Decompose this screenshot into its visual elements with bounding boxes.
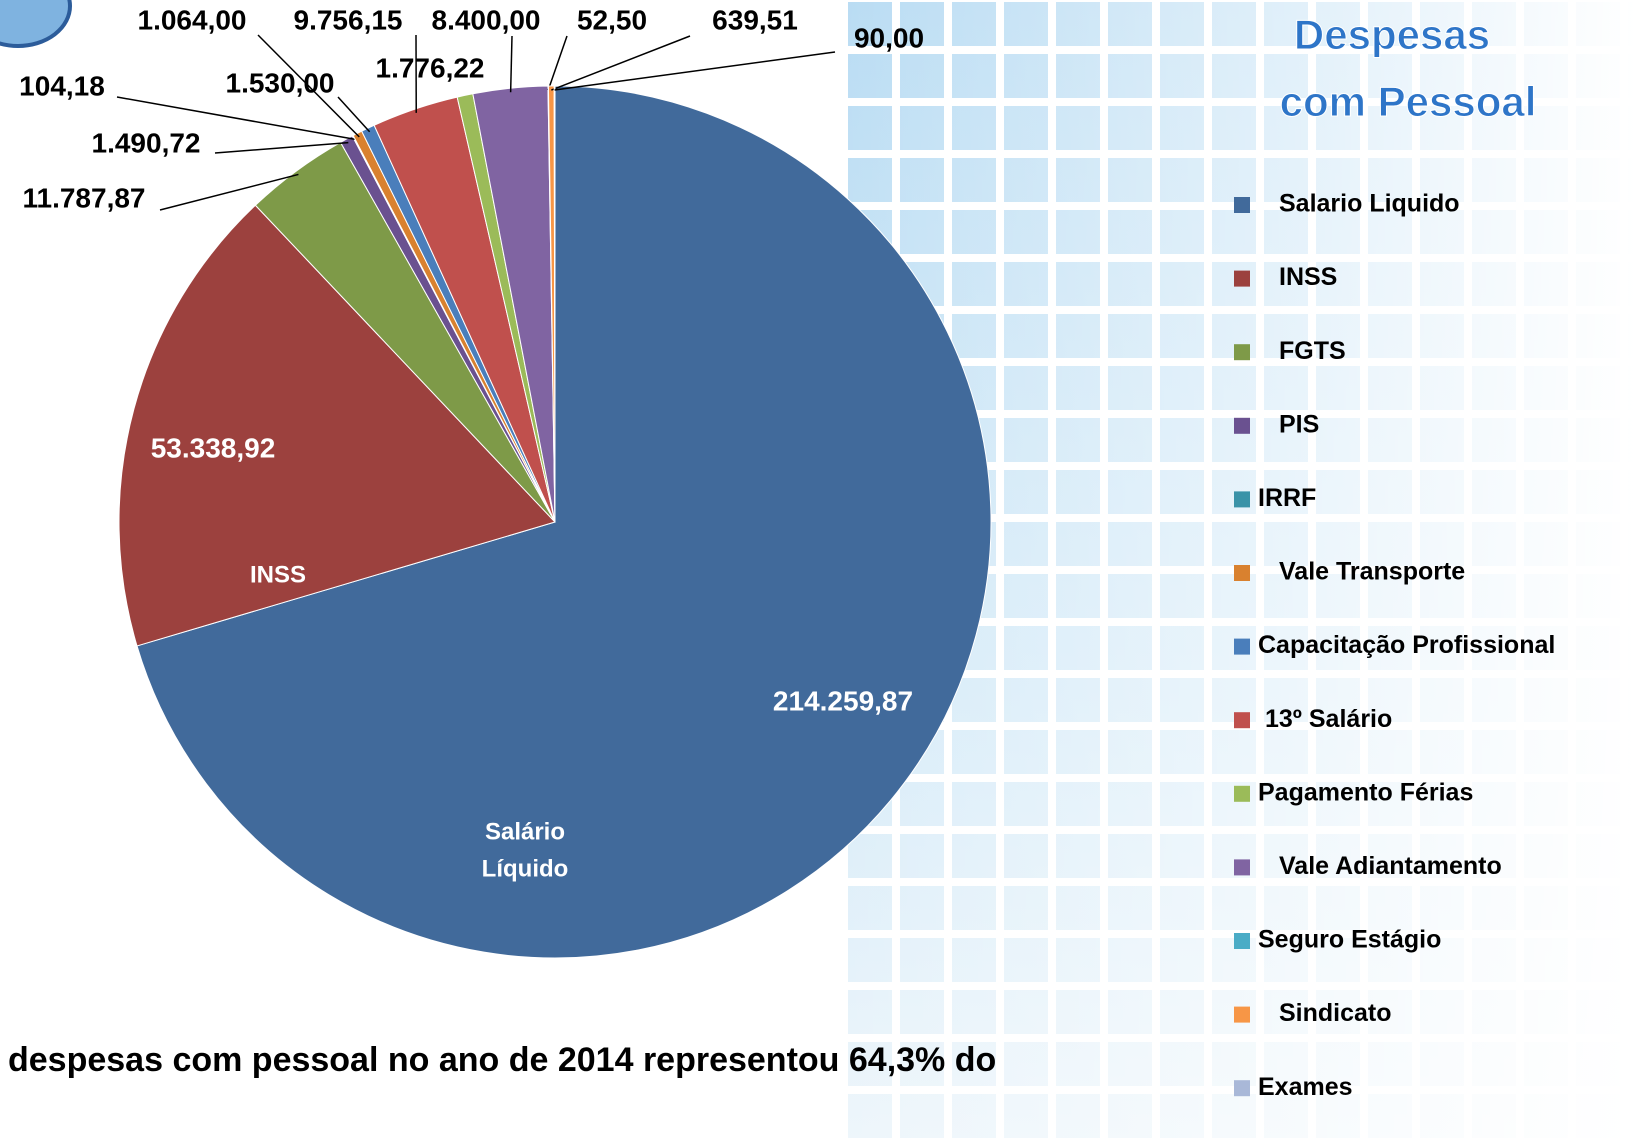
leader-line bbox=[214, 141, 349, 154]
legend-marker bbox=[1234, 417, 1250, 434]
legend-label: FGTS bbox=[1279, 337, 1346, 365]
leader-line bbox=[337, 96, 371, 133]
pie-slice bbox=[136, 85, 992, 959]
legend-label: Salario Liquido bbox=[1279, 190, 1460, 218]
slice-label: Salário bbox=[485, 818, 565, 845]
legend-marker bbox=[1234, 1006, 1250, 1023]
leader-line bbox=[551, 35, 691, 91]
legend-marker bbox=[1234, 565, 1250, 581]
data-label: 90,00 bbox=[854, 22, 924, 53]
slice-label: INSS bbox=[250, 561, 306, 588]
leader-line bbox=[554, 51, 836, 91]
data-label: 214.259,87 bbox=[773, 685, 913, 716]
data-label: 53.338,92 bbox=[151, 432, 276, 463]
legend-marker bbox=[1234, 1080, 1250, 1097]
legend-label: Seguro Estágio bbox=[1258, 926, 1441, 954]
data-label: 639,51 bbox=[712, 4, 798, 35]
legend-marker bbox=[1234, 785, 1250, 802]
legend-marker bbox=[1234, 344, 1250, 361]
legend-label: Pagamento Férias bbox=[1258, 778, 1473, 806]
slice-label: Líquido bbox=[482, 855, 569, 882]
legend-label: INSS bbox=[1279, 263, 1337, 291]
legend-marker bbox=[1234, 197, 1250, 213]
legend-label: Capacitação Profissional bbox=[1258, 631, 1555, 659]
leader-line bbox=[547, 35, 568, 91]
pie-slice bbox=[553, 85, 556, 523]
data-label: 8.400,00 bbox=[432, 4, 541, 35]
legend-label: Sindicato bbox=[1279, 999, 1392, 1027]
legend-label: Vale Adiantamento bbox=[1279, 852, 1502, 880]
leader-line bbox=[159, 173, 299, 211]
data-label: 1.530,00 bbox=[226, 67, 335, 98]
leader-line bbox=[116, 96, 355, 141]
data-label: 52,50 bbox=[577, 4, 647, 35]
chart-title: com Pessoal bbox=[1280, 78, 1537, 125]
legend-marker bbox=[1234, 638, 1250, 655]
data-label: 1.490,72 bbox=[92, 127, 201, 158]
footnote: despesas com pessoal no ano de 2014 repr… bbox=[8, 1041, 996, 1079]
leader-line bbox=[257, 34, 360, 138]
logo bbox=[0, 0, 72, 48]
leader-line bbox=[509, 35, 513, 93]
pie-slice bbox=[118, 204, 556, 647]
legend-label: 13º Salário bbox=[1265, 705, 1392, 733]
chart-title: Despesas bbox=[1294, 11, 1490, 58]
data-label: 11.787,87 bbox=[22, 182, 145, 213]
data-label: 1.064,00 bbox=[138, 4, 247, 35]
legend-marker bbox=[1234, 491, 1250, 508]
legend-marker bbox=[1234, 859, 1250, 876]
legend-label: IRRF bbox=[1258, 484, 1316, 512]
data-label: 1.776,22 bbox=[376, 52, 485, 83]
legend-marker bbox=[1234, 712, 1250, 729]
legend-marker bbox=[1234, 270, 1250, 287]
legend-marker bbox=[1234, 933, 1250, 949]
legend-label: Vale Transporte bbox=[1279, 558, 1465, 586]
legend-label: PIS bbox=[1279, 410, 1319, 438]
data-label: 104,18 bbox=[19, 70, 105, 101]
data-label: 9.756,15 bbox=[294, 4, 403, 35]
legend-label: Exames bbox=[1258, 1073, 1353, 1101]
